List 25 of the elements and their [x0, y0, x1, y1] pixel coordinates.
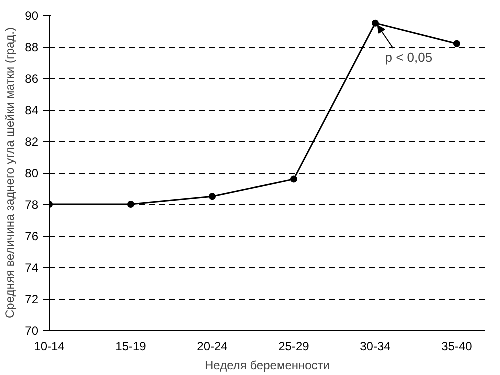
y-tick-label: 78 — [25, 198, 39, 212]
y-tick-label: 80 — [25, 166, 39, 180]
point — [208, 193, 216, 200]
y-tick-label: 84 — [25, 104, 39, 118]
y-tick-label: 70 — [25, 324, 39, 338]
annotation: p < 0,05 — [385, 50, 433, 66]
x-tick-label: 35-40 — [442, 340, 473, 354]
point — [453, 40, 460, 48]
y-tick-label: 74 — [25, 261, 39, 275]
y-tick-label: 86 — [25, 72, 39, 86]
y-tick-label: 90 — [25, 9, 39, 23]
y-axis-title: Средняя величина заднего угла шейки матки (град.) — [3, 27, 18, 319]
x-tick-label: 30-34 — [360, 340, 392, 354]
x-tick-label: 25-29 — [278, 340, 310, 354]
point — [290, 176, 298, 183]
x-tick-label: 10-14 — [34, 340, 66, 354]
y-tick-label: 76 — [25, 230, 39, 244]
x-tick-label: 20-24 — [197, 340, 228, 354]
y-tick-label: 82 — [25, 135, 39, 149]
x-axis-title: Неделя беременности — [205, 358, 330, 372]
point — [372, 20, 379, 27]
y-tick-label: 88 — [25, 40, 39, 54]
point — [127, 201, 134, 208]
x-tick-label: 15-19 — [116, 340, 147, 354]
y-tick-label: 72 — [25, 292, 39, 306]
